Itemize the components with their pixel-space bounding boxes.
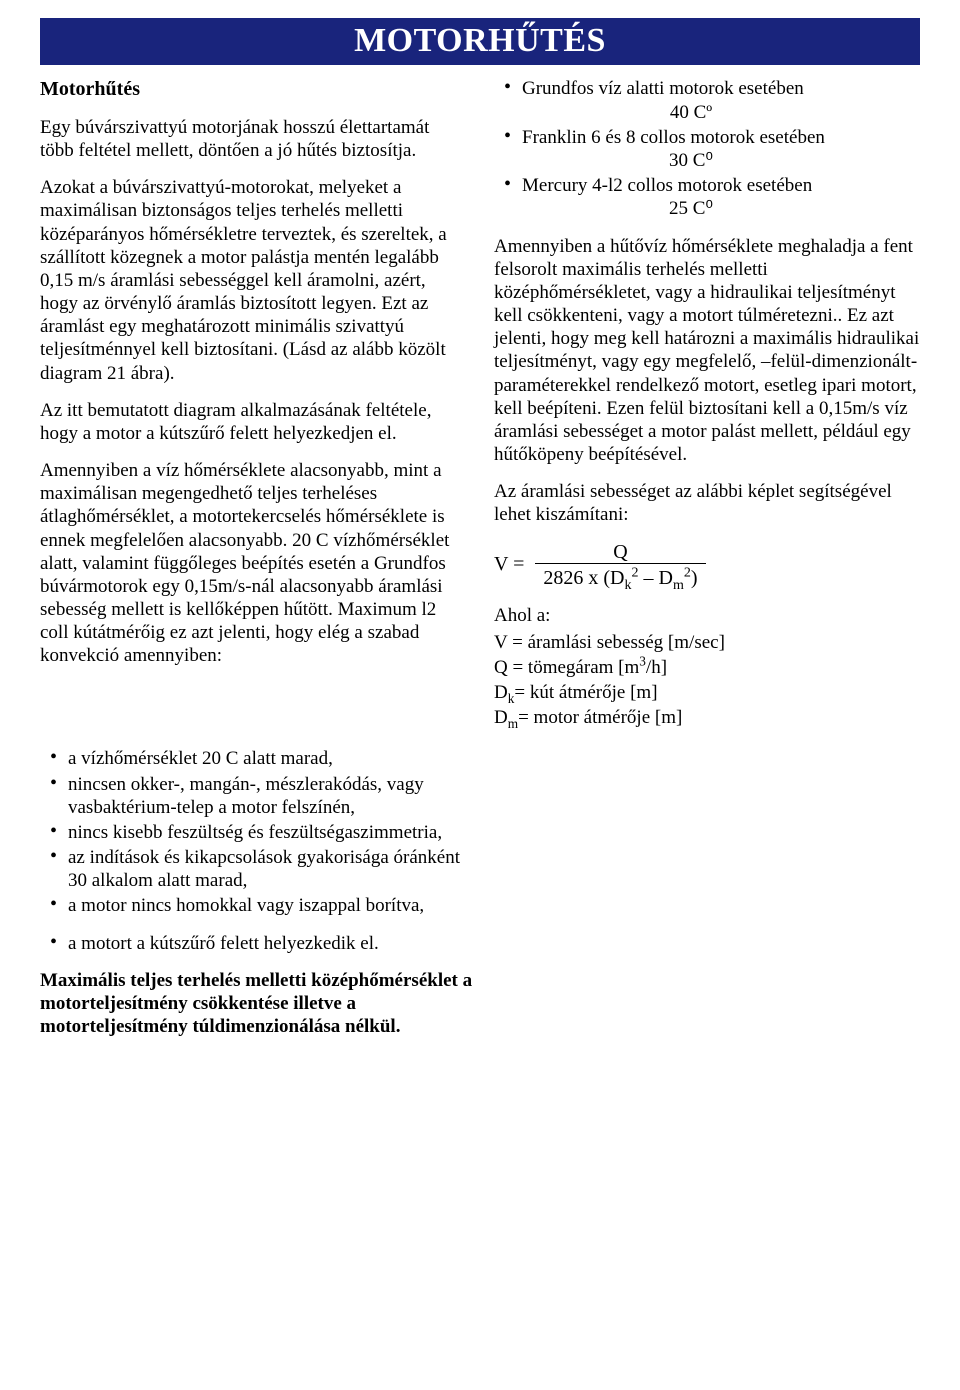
def-v: V = áramlási sebesség [m/sec]	[494, 631, 920, 654]
temperature-list: Grundfos víz alatti motorok esetében 40 …	[494, 77, 920, 220]
page-title: MOTORHŰTÉS	[354, 22, 606, 59]
conditions-list-final: a motort a kútszűrő felett helyezkedik e…	[40, 932, 480, 955]
two-column-layout: Motorhűtés Egy búvárszivattyú motorjának…	[40, 77, 920, 743]
right-paragraph-2: Az áramlási sebességet az alábbi képlet …	[494, 480, 920, 526]
right-paragraph-1: Amennyiben a hűtővíz hőmérséklete meghal…	[494, 235, 920, 467]
list-item: Mercury 4-l2 collos motorok esetében 25 …	[522, 174, 920, 220]
temp-label: Mercury 4-l2 collos motorok esetében	[522, 174, 920, 197]
formula-denominator: 2826 x (Dk2 – Dm2)	[535, 564, 705, 590]
def-q: Q = tömegáram [m3/h]	[494, 656, 920, 679]
formula-lhs: V =	[494, 553, 524, 575]
list-item: az indítások és kikapcsolások gyakoriság…	[68, 846, 480, 892]
conditions-list: a vízhőmérséklet 20 C alatt marad, nincs…	[40, 747, 480, 917]
formula-numerator: Q	[535, 541, 705, 564]
bottom-section: a vízhőmérséklet 20 C alatt marad, nincs…	[40, 747, 480, 1038]
where-label: Ahol a:	[494, 604, 920, 627]
variable-definitions: V = áramlási sebesség [m/sec] Q = tömegá…	[494, 631, 920, 730]
list-item: a vízhőmérséklet 20 C alatt marad,	[68, 747, 480, 770]
formula-block: V = Q 2826 x (Dk2 – Dm2)	[494, 541, 920, 590]
closing-paragraph: Maximális teljes terhelés melletti közép…	[40, 969, 480, 1039]
list-item: Franklin 6 és 8 collos motorok esetében …	[522, 126, 920, 172]
list-item: a motort a kútszűrő felett helyezkedik e…	[68, 932, 480, 955]
temp-value: 40 Cº	[522, 101, 920, 124]
right-column: Grundfos víz alatti motorok esetében 40 …	[494, 77, 920, 743]
list-item: nincs kisebb feszültség és feszültségasz…	[68, 821, 480, 844]
left-paragraph-1: Egy búvárszivattyú motorjának hosszú éle…	[40, 116, 466, 162]
def-dm: Dm= motor átmérője [m]	[494, 706, 920, 729]
left-column: Motorhűtés Egy búvárszivattyú motorjának…	[40, 77, 466, 743]
temp-value: 30 C⁰	[522, 149, 920, 172]
left-paragraph-2: Azokat a búvárszivattyú-motorokat, melye…	[40, 176, 466, 385]
temp-value: 25 C⁰	[522, 197, 920, 220]
temp-label: Grundfos víz alatti motorok esetében	[522, 77, 920, 100]
left-paragraph-4: Amennyiben a víz hőmérséklete alacsonyab…	[40, 459, 466, 668]
left-paragraph-3: Az itt bemutatott diagram alkalmazásának…	[40, 399, 466, 445]
def-dk: Dk= kút átmérője [m]	[494, 681, 920, 704]
page-title-bar: MOTORHŰTÉS	[40, 18, 920, 65]
list-item: nincsen okker-, mangán-, mészlerakódás, …	[68, 773, 480, 819]
formula-fraction: Q 2826 x (Dk2 – Dm2)	[535, 541, 705, 590]
temp-label: Franklin 6 és 8 collos motorok esetében	[522, 126, 920, 149]
list-item: Grundfos víz alatti motorok esetében 40 …	[522, 77, 920, 123]
list-item: a motor nincs homokkal vagy iszappal bor…	[68, 894, 480, 917]
section-heading: Motorhűtés	[40, 77, 466, 101]
